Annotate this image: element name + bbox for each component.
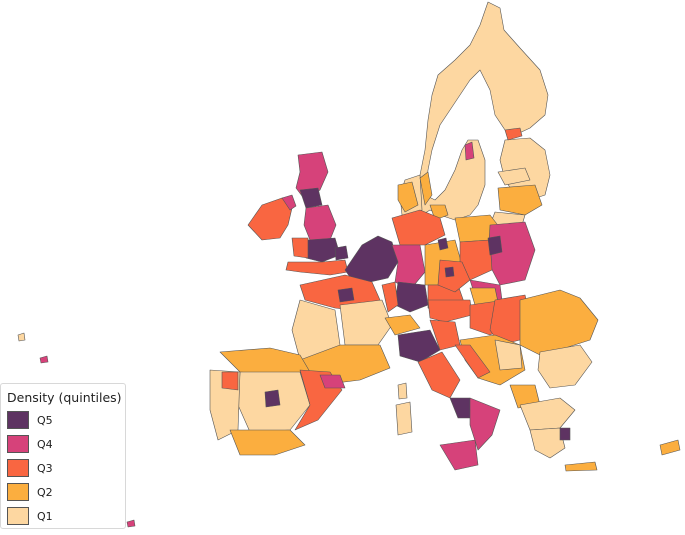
- region-warsaw: [487, 235, 503, 256]
- region-portugal-north: [221, 371, 239, 391]
- region-madeira-island: [39, 355, 49, 364]
- region-prague: [444, 266, 455, 278]
- region-italy-central: [417, 351, 461, 399]
- region-madrid: [264, 389, 281, 408]
- legend-label-q3: Q3: [37, 461, 53, 475]
- region-alsace: [381, 281, 399, 313]
- region-barcelona: [319, 374, 346, 389]
- region-northern-ireland: [281, 194, 297, 211]
- region-berlin: [437, 237, 449, 251]
- region-athens: [559, 427, 571, 441]
- region-greece-north: [519, 397, 576, 431]
- legend-label-q1: Q1: [37, 509, 53, 523]
- legend-swatch-q2: [7, 483, 29, 501]
- region-azores-island: [17, 332, 26, 342]
- legend-swatch-q4: [7, 435, 29, 453]
- legend-swatch-q5: [7, 411, 29, 429]
- region-northern-scandinavia: [417, 1, 549, 221]
- region-spain-south: [229, 429, 306, 456]
- region-poland-central: [459, 239, 493, 281]
- region-serbia: [494, 339, 523, 371]
- legend-item-q5: Q5: [7, 410, 53, 430]
- map-legend: Density (quintiles) Q5 Q4 Q3 Q2 Q1: [0, 383, 126, 529]
- region-england-north: [303, 204, 337, 241]
- region-austria: [427, 299, 473, 323]
- region-germany-south: [394, 281, 429, 313]
- region-bulgaria-turkey: [519, 289, 599, 356]
- region-benelux: [344, 235, 399, 283]
- region-canary-island: [126, 519, 136, 528]
- region-sardinia: [395, 401, 413, 436]
- region-helsinki: [504, 127, 523, 141]
- region-sicily: [439, 439, 479, 471]
- region-crete: [564, 461, 598, 472]
- region-spain-north: [219, 347, 311, 376]
- region-croatia-coast: [454, 344, 491, 379]
- region-italy-north: [397, 329, 441, 363]
- legend-label-q2: Q2: [37, 485, 53, 499]
- legend-item-q2: Q2: [7, 482, 53, 502]
- region-italy-south: [469, 397, 501, 451]
- region-switzerland: [384, 314, 421, 336]
- region-ireland: [247, 197, 293, 241]
- region-scotland-central: [299, 187, 323, 209]
- legend-item-q4: Q4: [7, 434, 53, 454]
- legend-item-q1: Q1: [7, 506, 53, 526]
- region-denmark: [397, 181, 419, 213]
- legend-title: Density (quintiles): [7, 390, 122, 405]
- region-paris: [337, 287, 355, 303]
- region-estonia: [497, 167, 531, 186]
- region-bulgaria-south: [537, 344, 593, 389]
- region-wales: [291, 237, 309, 259]
- region-london: [334, 245, 349, 261]
- legend-swatch-q3: [7, 459, 29, 477]
- legend-label-q5: Q5: [37, 413, 53, 427]
- region-cyprus: [659, 439, 681, 456]
- region-stockholm: [464, 141, 475, 161]
- region-france-east: [339, 299, 393, 346]
- region-corsica: [397, 382, 408, 400]
- region-greece-south: [529, 427, 566, 459]
- legend-swatch-q1: [7, 507, 29, 525]
- region-england-south: [285, 259, 349, 276]
- legend-item-q3: Q3: [7, 458, 53, 478]
- region-oslo: [419, 171, 433, 206]
- region-latvia: [497, 184, 543, 216]
- legend-label-q4: Q4: [37, 437, 53, 451]
